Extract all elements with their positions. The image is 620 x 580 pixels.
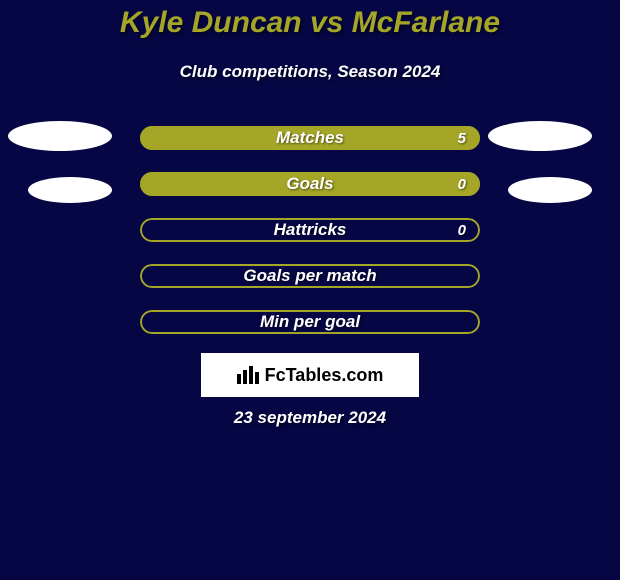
source-logo: FcTables.com bbox=[201, 353, 419, 397]
stat-bar: Hattricks0 bbox=[140, 218, 480, 242]
stat-bar: Goals per match bbox=[140, 264, 480, 288]
comparison-infographic: Kyle Duncan vs McFarlane Club competition… bbox=[0, 0, 620, 580]
stat-bar-label: Goals bbox=[140, 174, 480, 194]
stat-bar-value: 5 bbox=[458, 130, 466, 147]
avatar-left-1 bbox=[28, 177, 112, 203]
stat-bar-label: Goals per match bbox=[140, 266, 480, 286]
stat-bar-label: Min per goal bbox=[140, 312, 480, 332]
stat-bar: Matches5 bbox=[140, 126, 480, 150]
stat-bar: Min per goal bbox=[140, 310, 480, 334]
source-logo-text: FcTables.com bbox=[265, 365, 384, 386]
chart-icon bbox=[237, 366, 261, 384]
stat-bar-label: Matches bbox=[140, 128, 480, 148]
avatar-left-0 bbox=[8, 121, 112, 151]
stat-bar-label: Hattricks bbox=[140, 220, 480, 240]
stat-bar-value: 0 bbox=[458, 222, 466, 239]
date-line: 23 september 2024 bbox=[0, 408, 620, 428]
stat-bar-value: 0 bbox=[458, 176, 466, 193]
avatar-right-1 bbox=[508, 177, 592, 203]
avatar-right-0 bbox=[488, 121, 592, 151]
page-title: Kyle Duncan vs McFarlane bbox=[0, 6, 620, 40]
stat-bar: Goals0 bbox=[140, 172, 480, 196]
subtitle: Club competitions, Season 2024 bbox=[0, 62, 620, 82]
